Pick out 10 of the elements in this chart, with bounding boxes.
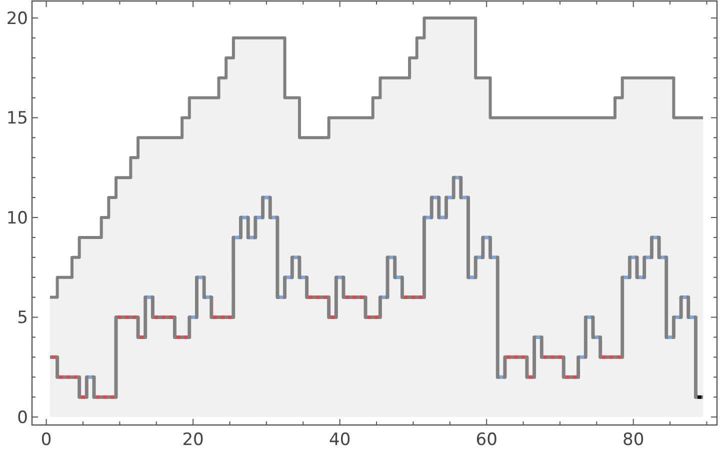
y-tick-label: 10: [6, 208, 28, 228]
x-tick-label: 80: [622, 430, 644, 450]
y-tick-label: 0: [17, 408, 28, 428]
x-tick-label: 40: [329, 430, 351, 450]
y-tick-label: 5: [17, 308, 28, 328]
y-tick-label: 15: [6, 108, 28, 129]
y-tick-label: 20: [6, 8, 28, 29]
x-tick-label: 0: [40, 430, 52, 450]
x-tick-label: 60: [476, 430, 498, 450]
x-tick-label: 20: [182, 430, 204, 450]
